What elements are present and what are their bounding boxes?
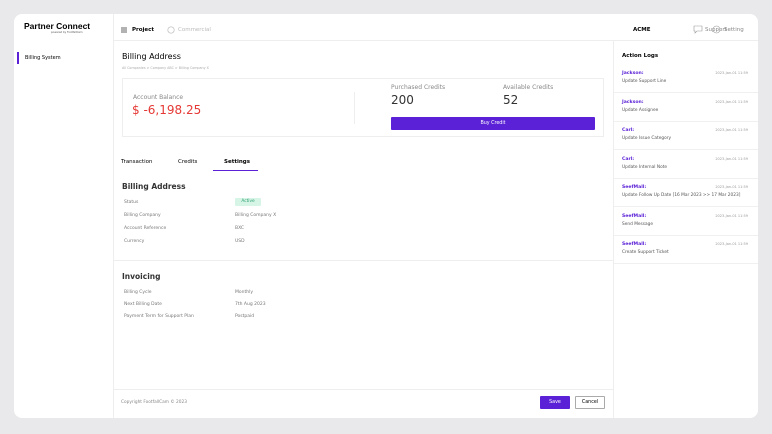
log-date: 2023-Jan-01 11:59 [715,185,748,189]
section-divider [113,260,613,261]
balance-value: $ -6,198.25 [132,103,202,117]
log-date: 2023-Jan-01 11:59 [715,156,748,161]
buy-credit-button[interactable]: Buy Credit [391,117,595,130]
log-divider [614,149,758,150]
logo: Partner Connect [24,21,91,31]
log-action: Update Issue Category [622,136,672,141]
log-name: Jackson: [622,99,644,105]
support[interactable]: Support [705,27,727,33]
log-date: 2023-Jan-01 11:59 [715,71,748,75]
log-action: Create Support Ticket [622,250,669,255]
log-name: Carl: [622,156,635,162]
breadcrumb: All Companies > Company ABC > Billing Co… [122,66,209,70]
log-name: SeefMall: [622,213,647,219]
topbar-border [113,40,758,41]
field-value: Monthly [235,290,254,295]
field-label: Account Reference [124,226,167,231]
log-divider [614,263,758,264]
log-action: Update Support Line [622,79,667,84]
field-value: USD [235,239,245,244]
nav-indicator [17,52,19,64]
log-name: SeefMall: [622,242,647,247]
field-value: BXC [235,226,244,231]
log-date: 2023-Jan-01 11:59 [715,213,748,218]
app: Partner Connect powered by FootfallCam B… [14,14,758,418]
log-name: Jackson: [622,71,644,76]
log-divider [614,206,758,207]
log-action: Update Follow Up Date [16 Mar 2023 >> 17… [622,193,741,198]
field-label: Currency [124,239,145,244]
commercial-icon [167,26,175,34]
balance-card [122,78,604,137]
status-badge: Active [235,198,261,206]
log-action: Send Message [622,221,654,227]
available-label: Available Credits [503,84,554,91]
log-divider [614,177,758,179]
field-value: Billing Company X [235,213,277,218]
field-label: Billing Cycle [124,290,152,295]
setting-icon [712,25,721,34]
page-title: Billing Address [122,52,181,61]
nav-item[interactable]: Billing System [25,55,61,61]
log-name: Carl: [622,128,635,133]
field-label: Billing Company [124,213,161,218]
field-label: Next Billing Date [124,302,162,307]
log-divider [614,234,758,236]
tab[interactable]: Transaction [121,159,153,165]
copyright: Copyright FootfallCam © 2023 [121,400,187,405]
log-date: 2023-Jan-01 11:59 [715,99,748,104]
log-divider [614,120,758,122]
field-value: 7th Aug 2023 [235,302,266,307]
setting[interactable]: Setting [724,27,744,33]
tab-active[interactable]: Settings [224,159,250,165]
section-title: Invoicing [122,272,161,281]
section-title: Billing Address [122,182,186,191]
tab-project[interactable]: Project [132,27,155,33]
field-label: Status [124,200,139,205]
sidebar-border [113,14,114,418]
tab-commercial[interactable]: Commercial [178,27,211,33]
log-divider [614,92,758,93]
cancel-button[interactable]: Cancel [575,396,605,409]
log-date: 2023-Jan-01 11:59 [715,242,748,246]
log-action: Update Internal Note [622,164,668,170]
purchased-label: Purchased Credits [391,84,446,91]
logs-border [613,41,614,418]
field-label: Payment Term for Support Plan [124,314,194,319]
tab-underline [213,170,258,172]
available-value: 52 [503,93,519,107]
company[interactable]: ACME [633,27,651,33]
support-icon [693,25,703,34]
logo-sub: powered by FootfallCam [51,31,83,34]
log-name: SeefMall: [622,185,647,190]
purchased-value: 200 [391,93,414,107]
tab[interactable]: Credits [178,159,198,165]
project-icon [121,27,127,33]
card-divider [354,92,355,124]
log-action: Update Assignee [622,107,659,113]
save-button[interactable]: Save [540,396,570,409]
logs-title: Action Logs [622,53,659,59]
balance-label: Account Balance [133,94,184,101]
field-value: Postpaid [235,314,255,319]
log-date: 2023-Jan-01 11:59 [715,128,748,132]
footer-border [113,389,613,390]
